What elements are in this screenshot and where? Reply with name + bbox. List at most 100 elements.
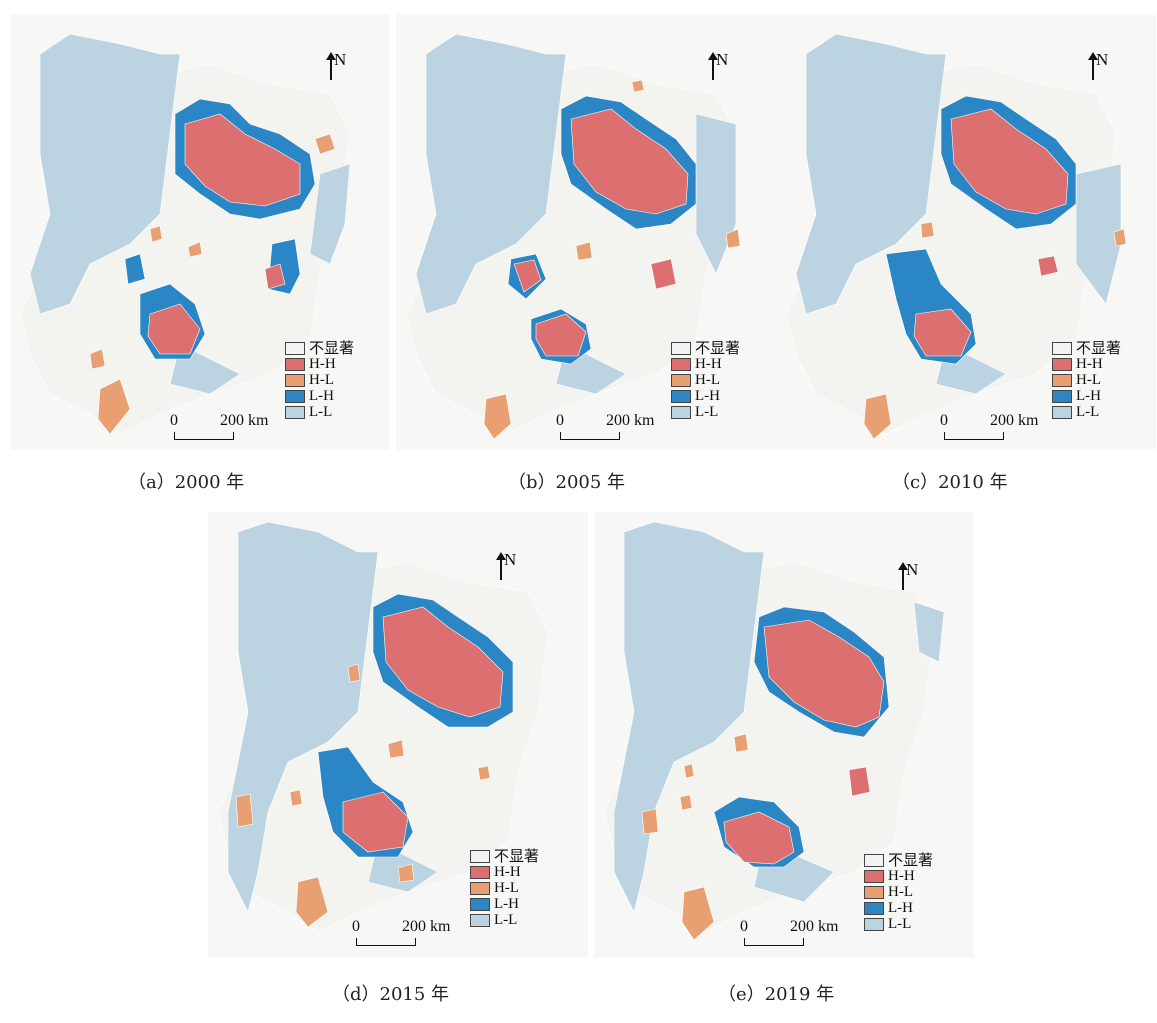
legend-swatch-lh [671,389,691,403]
legend-label: 不显著 [494,847,540,865]
legend-item-not-significant: 不显著 [285,340,354,356]
region-high-low-3 [725,228,741,249]
region-high-high-west [513,259,542,293]
north-arrow-icon [1088,52,1098,80]
legend: 不显著 H-H H-L L-H L-L [285,340,354,420]
region-low-high-west [124,253,146,285]
region-low-low-west [795,33,947,315]
scale-distance: 200 km [990,412,1039,429]
region-high-low-1 [97,378,131,435]
legend-item-hh: H-H [671,356,740,372]
scale-zero: 0 [556,412,564,429]
legend-label: L-H [309,388,334,404]
legend-item-hl: H-L [285,372,354,388]
region-high-low-2 [235,793,254,828]
map-e [594,512,974,958]
legend-swatch-lh [864,901,884,915]
caption-e: （e）2019 年 [718,984,835,1005]
region-high-high-south [723,811,795,865]
north-label: N [1096,50,1109,69]
legend-label: L-H [695,388,720,404]
legend-label: 不显著 [888,851,934,869]
legend-label: H-H [494,864,521,880]
scale-zero: 0 [940,412,948,429]
legend-label: H-L [309,372,334,388]
legend-label: 不显著 [1076,339,1122,357]
legend-swatch-ll [1052,405,1072,419]
legend-swatch-lh [470,897,490,911]
legend-item-hh: H-H [285,356,354,372]
region-high-high-south [535,313,587,357]
region-high-high-north [382,606,504,718]
region-high-low-2 [89,348,106,370]
legend-item-hl: H-L [864,884,933,900]
legend-swatch-ll [864,917,884,931]
legend-item-not-significant: 不显著 [1052,340,1121,356]
legend-swatch-hh [470,865,490,879]
region-high-low-3 [149,225,163,243]
region-high-low-4 [314,133,336,155]
region-high-low-3 [733,733,749,753]
legend-item-not-significant: 不显著 [671,340,740,356]
region-high-high-south [342,791,409,853]
north-label: N [716,50,729,69]
caption-a: （a）2000 年 [128,472,245,493]
legend-label: H-L [888,884,913,900]
scale-distance: 200 km [790,918,839,935]
map-panel-d: N 不显著 H-H H-L L-H L-L 0 200 km [208,512,588,958]
legend-item-hl: H-L [470,880,539,896]
legend-swatch-not-significant [470,849,490,863]
scale-bar-line [944,432,1004,440]
legend-label: L-L [1076,404,1100,420]
legend: 不显著 H-H H-L L-H L-L [470,848,539,928]
region-low-low-west [29,33,181,315]
region-high-low-1 [295,876,329,928]
region-high-low-2 [920,221,935,239]
region-high-low-1 [681,886,715,941]
legend-label: L-L [695,404,719,420]
map-a [10,14,390,450]
region-high-low-2 [641,808,659,835]
region-high-low-4 [631,79,645,93]
legend-swatch-hl [864,885,884,899]
legend-label: H-H [309,356,336,372]
legend-item-hh: H-H [864,868,933,884]
legend: 不显著 H-H H-L L-H L-L [671,340,740,420]
legend-item-lh: L-H [285,388,354,404]
region-high-low-5 [683,763,695,779]
legend-label: L-H [888,900,913,916]
legend-swatch-not-significant [1052,341,1072,355]
region-high-low-2 [575,241,593,261]
region-high-low-5 [397,863,415,883]
map-panel-e: N 不显著 H-H H-L L-H L-L 0 200 km [594,512,974,958]
legend-item-ll: L-L [864,916,933,932]
legend-label: L-L [888,916,912,932]
region-high-high-north [570,108,689,215]
legend-swatch-lh [285,389,305,403]
region-high-high-south [147,303,201,355]
region-high-low-5 [187,241,203,258]
region-high-high-east [650,258,677,290]
north-label: N [334,50,347,69]
legend-item-not-significant: 不显著 [470,848,539,864]
region-high-low-4 [679,794,693,811]
region-high-high-east [1037,255,1059,277]
north-label: N [504,550,517,569]
legend-label: L-L [309,404,333,420]
legend: 不显著 H-H H-L L-H L-L [864,852,933,932]
map-panel-b: N 不显著 H-H H-L L-H L-L 0 200 km [396,14,776,450]
scale-zero: 0 [740,918,748,935]
legend-swatch-ll [470,913,490,927]
scale-bar-line [356,938,416,946]
region-high-high-east [848,766,871,797]
region-low-low-east [309,163,351,265]
region-high-low-1 [863,393,892,440]
legend-label: L-L [494,912,518,928]
legend-item-lh: L-H [671,388,740,404]
legend-swatch-lh [1052,389,1072,403]
legend-swatch-ll [671,405,691,419]
scale-bar-line [560,432,620,440]
map-panel-c: N 不显著 H-H H-L L-H L-L 0 200 km [776,14,1156,450]
legend-swatch-hl [285,373,305,387]
region-high-low-1 [483,393,512,440]
